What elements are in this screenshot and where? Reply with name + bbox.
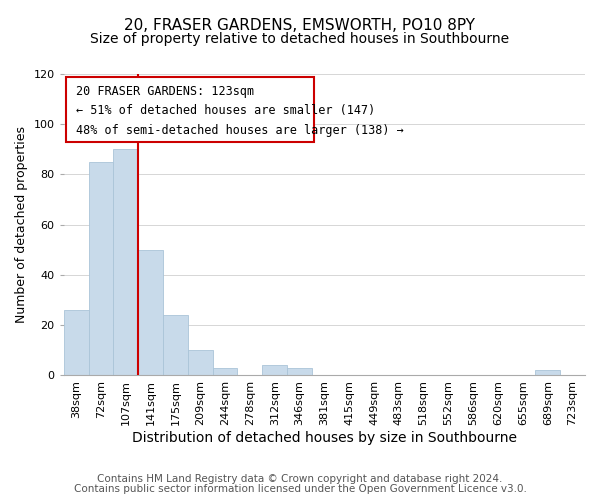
Bar — [535, 370, 560, 376]
Bar — [287, 368, 312, 376]
Text: Contains HM Land Registry data © Crown copyright and database right 2024.: Contains HM Land Registry data © Crown c… — [97, 474, 503, 484]
X-axis label: Distribution of detached houses by size in Southbourne: Distribution of detached houses by size … — [132, 431, 517, 445]
Bar — [188, 350, 212, 376]
Text: Size of property relative to detached houses in Southbourne: Size of property relative to detached ho… — [91, 32, 509, 46]
Bar — [113, 150, 138, 376]
FancyBboxPatch shape — [67, 77, 314, 142]
Text: 20 FRASER GARDENS: 123sqm
← 51% of detached houses are smaller (147)
48% of semi: 20 FRASER GARDENS: 123sqm ← 51% of detac… — [76, 84, 403, 136]
Bar — [262, 366, 287, 376]
Bar — [212, 368, 238, 376]
Y-axis label: Number of detached properties: Number of detached properties — [15, 126, 28, 323]
Bar — [64, 310, 89, 376]
Bar — [163, 315, 188, 376]
Text: Contains public sector information licensed under the Open Government Licence v3: Contains public sector information licen… — [74, 484, 526, 494]
Bar — [89, 162, 113, 376]
Bar — [138, 250, 163, 376]
Text: 20, FRASER GARDENS, EMSWORTH, PO10 8PY: 20, FRASER GARDENS, EMSWORTH, PO10 8PY — [125, 18, 476, 32]
